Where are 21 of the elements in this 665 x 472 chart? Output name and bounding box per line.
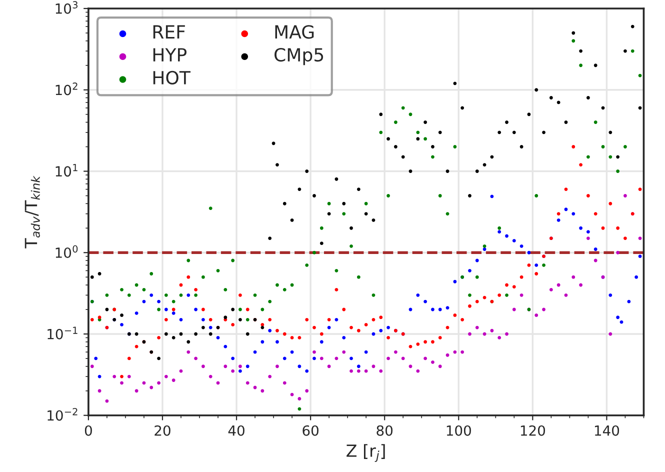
x-tick-label: 80	[376, 425, 393, 436]
y-tick-label: 10$^{−2}$	[48, 408, 78, 421]
x-tick-label: 0	[84, 425, 92, 436]
x-tick-label: 140	[594, 425, 620, 436]
legend-label: HOT	[153, 70, 191, 85]
x-tick-label: 20	[154, 425, 170, 436]
y-tick-label: 10$^{−1}$	[48, 326, 78, 340]
legend-label: REF	[153, 25, 185, 38]
y-tick-label: 10$^{3}$	[56, 1, 78, 14]
x-tick-label: 60	[302, 425, 318, 436]
x-axis-title: Z [r$_{j}$]	[346, 444, 385, 462]
legend-label: HYP	[153, 48, 187, 62]
x-tick-label: 40	[228, 425, 244, 436]
y-tick-label: 10$^{0}$	[56, 245, 78, 258]
legend-label: CMp5	[274, 48, 324, 66]
y-tick-label: 10$^{1}$	[56, 164, 78, 177]
y-axis-title: T$_{adv}$/T$_{kink}$	[24, 176, 40, 248]
x-tick-label: 100	[446, 425, 471, 436]
x-tick-label: 120	[520, 425, 545, 436]
y-tick-label: 10$^{2}$	[56, 82, 78, 96]
legend-label: MAG	[275, 25, 314, 39]
